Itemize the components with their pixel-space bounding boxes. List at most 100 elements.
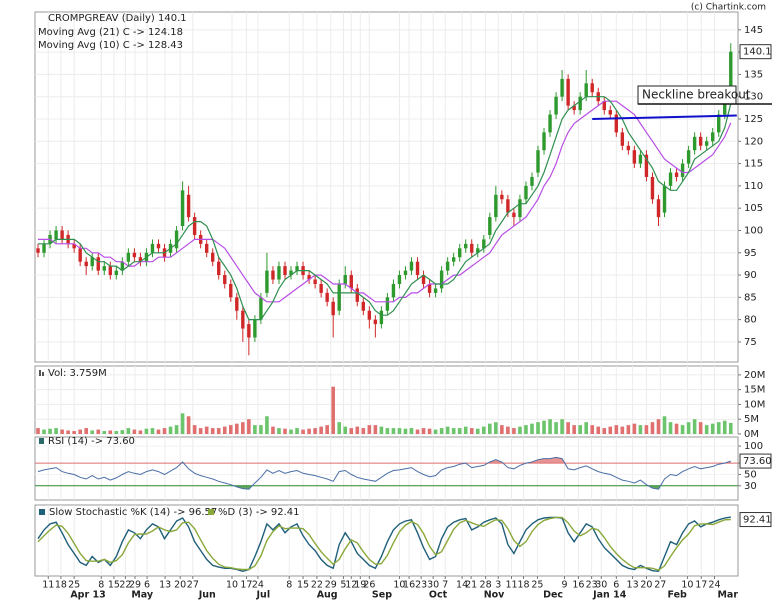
candle-body <box>379 310 384 325</box>
candle-body <box>325 292 329 302</box>
volume-bar <box>391 428 396 434</box>
volume-bar <box>265 416 269 434</box>
candle-body <box>217 261 221 276</box>
volume-bar <box>168 426 173 434</box>
candle-body <box>355 288 359 302</box>
candle-body <box>548 114 552 133</box>
legend-label: Moving Avg (21) C -> 124.18 <box>38 27 183 38</box>
candle-body <box>307 275 311 280</box>
candle-body <box>524 185 528 200</box>
value-box <box>739 44 772 60</box>
x-tick-label: 8 <box>286 580 292 591</box>
volume-bar <box>722 420 727 434</box>
y-tick-label: 20M <box>744 370 765 381</box>
y-tick-label: 50 <box>744 469 757 480</box>
volume-bar <box>132 429 137 434</box>
volume-bar <box>548 419 552 434</box>
candle-body <box>84 261 88 267</box>
month-label: Sep <box>372 590 392 600</box>
candle-body <box>451 257 456 262</box>
candle-body <box>668 172 673 186</box>
volume-bar <box>626 425 631 434</box>
stochastic-line <box>37 516 731 571</box>
volume-bar <box>36 428 40 434</box>
candle-body <box>590 83 594 93</box>
volume-bar <box>301 429 305 434</box>
candle-body <box>54 230 58 240</box>
volume-bar <box>186 416 191 434</box>
candle-body <box>578 96 582 111</box>
candle-body <box>391 283 396 298</box>
volume-bar <box>638 425 643 434</box>
candle-body <box>132 252 137 258</box>
volume-bar <box>469 428 474 434</box>
volume-bar <box>42 429 46 434</box>
volume-bar <box>704 425 709 434</box>
x-tick-label: 11 <box>42 580 54 591</box>
candle-body <box>96 257 100 271</box>
x-tick-label: 13 <box>159 580 171 591</box>
legend-label: %D (3) -> 92.41 <box>218 507 300 518</box>
x-tick-label: 8 <box>98 580 104 591</box>
x-tick-label: 26 <box>363 580 375 591</box>
x-tick-label: 6 <box>144 580 150 591</box>
candle-body <box>723 101 727 115</box>
volume-bar <box>445 426 450 434</box>
volume-bar <box>192 425 197 434</box>
x-tick-label: 27 <box>654 580 666 591</box>
x-tick-label: 14 <box>456 580 468 591</box>
candle-body <box>319 283 323 293</box>
volume-bar <box>680 425 685 434</box>
volume-bar <box>180 413 185 434</box>
x-tick-label: 22 <box>119 580 131 591</box>
candle-body <box>662 185 667 213</box>
x-tick-label: 27 <box>187 580 199 591</box>
volume-bar <box>102 431 107 434</box>
x-tick-label: 10 <box>681 580 693 591</box>
candle-body <box>632 150 637 164</box>
y-tick-label: 10M <box>744 399 765 410</box>
month-label: Jul <box>256 590 271 600</box>
candle-body <box>427 283 432 293</box>
volume-bar <box>198 428 203 434</box>
volume-bar <box>686 422 691 434</box>
volume-bar <box>554 422 558 434</box>
candle-body <box>650 176 655 200</box>
legend-label: Slow Stochastic %K (14) -> 96.57 <box>49 507 217 518</box>
volume-bar <box>710 423 715 434</box>
candle-body <box>90 257 94 267</box>
threshold-fill <box>38 457 731 464</box>
candle-body <box>373 319 378 325</box>
candle-body <box>36 248 40 253</box>
value-box-label: 92.41 <box>743 515 772 526</box>
x-tick-label: 24 <box>252 580 264 591</box>
candle-body <box>560 78 564 97</box>
x-tick-label: 6 <box>613 580 619 591</box>
volume-bar <box>650 422 655 434</box>
stochastic-line <box>37 516 731 573</box>
month-label: Jun <box>198 590 216 600</box>
value-box <box>739 453 772 469</box>
volume-bar <box>385 428 390 434</box>
candle-body <box>506 199 510 213</box>
volume-bar <box>60 429 64 434</box>
moving-average-line <box>38 96 732 321</box>
volume-bar <box>644 425 649 434</box>
x-tick-label: 25 <box>531 580 543 591</box>
volume-bar <box>572 425 576 434</box>
candle-body <box>331 301 335 316</box>
volume-bar <box>331 386 335 434</box>
volume-bar <box>668 422 673 434</box>
volume-bar <box>216 428 221 434</box>
candle-body <box>704 141 709 146</box>
candle-body <box>554 96 558 115</box>
volume-bar <box>373 425 378 434</box>
month-label: May <box>131 590 154 600</box>
volume-bar <box>138 430 143 434</box>
volume-bar <box>367 425 372 434</box>
y-tick-label: 75 <box>744 337 757 348</box>
candle-body <box>710 132 715 142</box>
volume-bar <box>210 428 215 434</box>
candle-body <box>72 243 76 249</box>
candle-body <box>235 297 239 311</box>
